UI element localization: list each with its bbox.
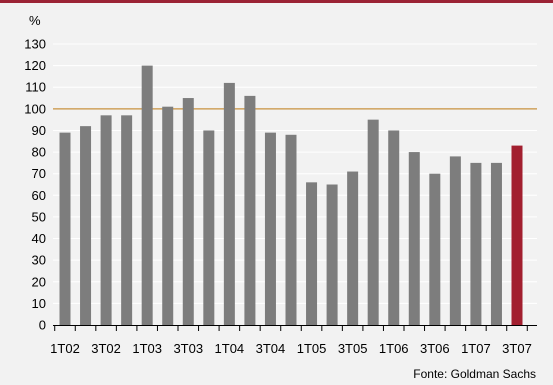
bar-3T07	[511, 145, 523, 325]
y-tick-label: 60	[32, 188, 46, 203]
bar-2T06	[408, 152, 420, 325]
bars	[59, 65, 523, 326]
bar-3T03	[182, 98, 194, 326]
bar-3T06	[429, 173, 441, 325]
x-tick-label: 1T07	[461, 341, 491, 356]
x-tick-label: 3T06	[420, 341, 450, 356]
x-axis-tick-labels: 1T02 3T02 1T03 3T03 1T04 3T04 1T05 3T05 1T06 3T06…	[50, 341, 532, 356]
bar-3T02	[100, 115, 112, 325]
y-tick-label: 20	[32, 274, 46, 289]
x-tick-label: 1T03	[132, 341, 162, 356]
bar-1T05	[306, 182, 318, 325]
bar-1T03	[141, 65, 153, 325]
y-tick-label: 0	[39, 318, 46, 333]
x-tick-label: 1T02	[50, 341, 80, 356]
y-tick-label: 130	[24, 37, 46, 52]
y-axis-unit-label: %	[29, 13, 41, 28]
x-tick-label: 3T07	[502, 341, 532, 356]
y-tick-label: 120	[24, 58, 46, 73]
x-tick-label: 1T05	[297, 341, 327, 356]
bar-4T03	[203, 130, 215, 325]
y-tick-label: 70	[32, 166, 46, 181]
x-tick-label: 3T05	[338, 341, 368, 356]
x-axis	[53, 325, 537, 331]
y-tick-label: 30	[32, 253, 46, 268]
bar-1T06	[388, 130, 400, 325]
y-tick-label: 100	[24, 101, 46, 116]
bar-4T02	[121, 115, 133, 325]
x-tick-label: 1T04	[215, 341, 245, 356]
x-tick-label: 1T06	[379, 341, 409, 356]
bar-1T07	[470, 162, 482, 325]
bar-4T05	[367, 119, 379, 326]
bar-2T03	[162, 106, 174, 325]
bar-3T04	[264, 132, 276, 325]
bar-1T02	[59, 132, 71, 325]
bar-4T04	[285, 134, 297, 325]
y-axis-tick-labels: 0 10 20 30 40 50 60 70 80 90 100 110 120 130	[24, 37, 46, 333]
bar-2T07	[490, 162, 502, 325]
bar-2T02	[80, 126, 92, 325]
source-note: Fonte: Goldman Sachs	[413, 367, 536, 381]
y-tick-label: 110	[25, 80, 46, 95]
bar-1T04	[223, 82, 235, 326]
bar-4T06	[449, 156, 461, 325]
y-tick-label: 50	[32, 209, 46, 224]
bar-2T05	[326, 184, 338, 325]
y-tick-label: 90	[32, 123, 46, 138]
bar-3T05	[347, 171, 359, 325]
y-tick-label: 40	[32, 231, 46, 246]
top-rule	[0, 0, 553, 3]
y-tick-label: 80	[32, 145, 46, 160]
y-tick-label: 10	[32, 296, 46, 311]
x-tick-label: 3T02	[91, 341, 121, 356]
bar-2T04	[244, 95, 256, 325]
x-tick-label: 3T03	[173, 341, 203, 356]
x-tick-label: 3T04	[256, 341, 286, 356]
